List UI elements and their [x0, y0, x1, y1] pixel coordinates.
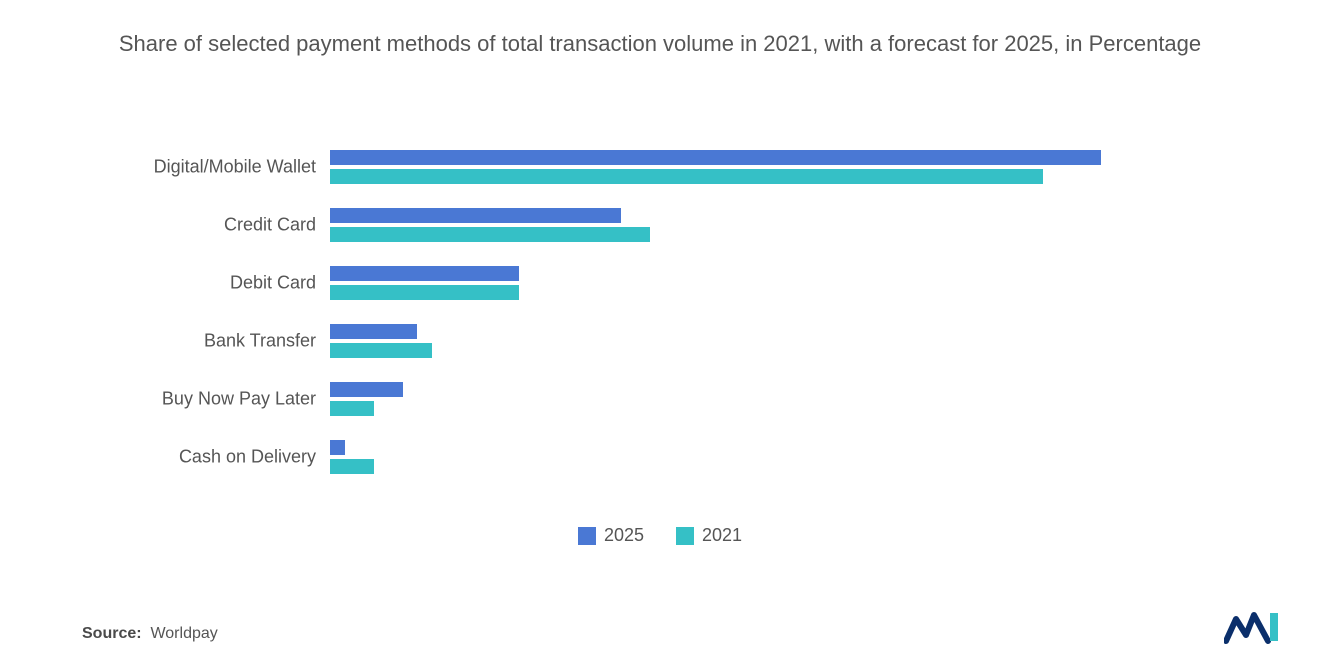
- legend-item: 2025: [578, 525, 644, 546]
- legend-swatch-icon: [676, 527, 694, 545]
- bar-s2025: [330, 324, 417, 339]
- bar-s2021: [330, 459, 374, 474]
- bar-s2021: [330, 343, 432, 358]
- category-group: Debit Card: [330, 266, 1130, 300]
- category-label: Debit Card: [56, 273, 330, 294]
- chart-container: Share of selected payment methods of tot…: [0, 0, 1320, 665]
- bar-s2025: [330, 440, 345, 455]
- plot-area: Digital/Mobile Wallet Credit Card Debit Ca…: [330, 150, 1130, 510]
- category-group: Buy Now Pay Later: [330, 382, 1130, 416]
- bar-s2025: [330, 266, 519, 281]
- legend-swatch-icon: [578, 527, 596, 545]
- source-label: Source:: [82, 625, 142, 642]
- bar-s2025: [330, 208, 621, 223]
- bar-s2021: [330, 401, 374, 416]
- legend-label: 2021: [702, 525, 742, 546]
- bar-s2021: [330, 285, 519, 300]
- category-label: Credit Card: [56, 215, 330, 236]
- category-label: Cash on Delivery: [56, 447, 330, 468]
- category-label: Bank Transfer: [56, 331, 330, 352]
- source-line: Source: Worldpay: [82, 625, 218, 643]
- category-group: Cash on Delivery: [330, 440, 1130, 474]
- category-label: Buy Now Pay Later: [56, 389, 330, 410]
- bar-s2021: [330, 227, 650, 242]
- bar-s2021: [330, 169, 1043, 184]
- source-value: Worldpay: [150, 625, 217, 642]
- legend-label: 2025: [604, 525, 644, 546]
- category-label: Digital/Mobile Wallet: [56, 157, 330, 178]
- bar-s2025: [330, 382, 403, 397]
- category-group: Credit Card: [330, 208, 1130, 242]
- category-group: Bank Transfer: [330, 324, 1130, 358]
- mordor-logo-icon: [1224, 611, 1280, 647]
- legend: 2025 2021: [0, 525, 1320, 550]
- chart-title: Share of selected payment methods of tot…: [80, 28, 1240, 60]
- legend-item: 2021: [676, 525, 742, 546]
- category-group: Digital/Mobile Wallet: [330, 150, 1130, 184]
- bar-s2025: [330, 150, 1101, 165]
